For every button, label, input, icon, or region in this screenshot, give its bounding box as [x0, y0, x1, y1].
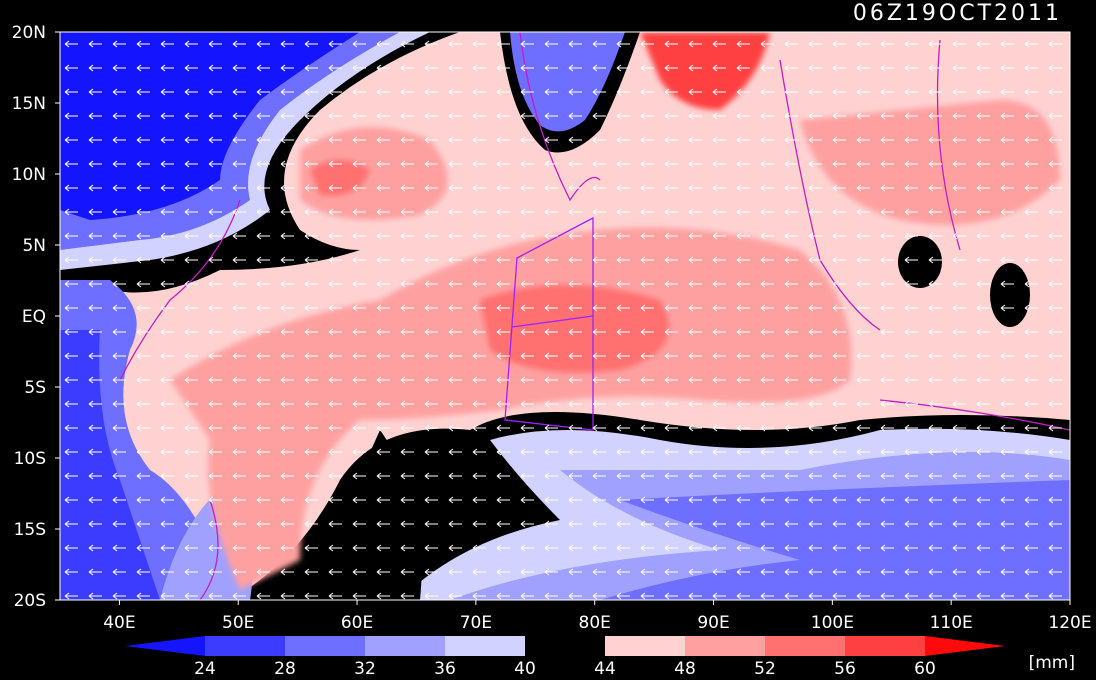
lat-label: 5N	[22, 236, 46, 256]
map-field	[60, 32, 1070, 600]
colorbar-label: 32	[354, 659, 376, 679]
colorbar-label: 40	[514, 659, 536, 679]
colorbar-segment	[365, 636, 445, 656]
colorbar-arrow	[925, 636, 1005, 656]
lat-label: 20S	[14, 591, 46, 611]
lat-label: 15S	[14, 520, 46, 540]
lon-label: 110E	[930, 613, 973, 633]
colorbar-segment	[285, 636, 365, 656]
lon-label: 70E	[460, 613, 492, 633]
lat-label: EQ	[22, 307, 46, 327]
lat-label: 10N	[12, 165, 46, 185]
colorbar-segment	[605, 636, 685, 656]
map-title: 06Z19OCT2011	[853, 1, 1062, 26]
colorbar-segment	[445, 636, 525, 656]
lon-label: 90E	[697, 613, 729, 633]
colorbar-segment	[205, 636, 285, 656]
colorbar-segment	[765, 636, 845, 656]
colorbar-label: 44	[594, 659, 616, 679]
colorbar-segment	[685, 636, 765, 656]
colorbar: 24 28 32 36 40 44 48 52 56 60	[125, 636, 1005, 679]
lon-label: 40E	[103, 613, 135, 633]
colorbar-arrow	[125, 636, 205, 656]
colorbar-label: 48	[674, 659, 696, 679]
lat-label: 15N	[12, 94, 46, 114]
lon-label: 80E	[579, 613, 611, 633]
wind-vectors	[60, 32, 1070, 600]
lon-label: 60E	[341, 613, 373, 633]
colorbar-label: 36	[434, 659, 456, 679]
colorbar-segment	[845, 636, 925, 656]
colorbar-label: 60	[914, 659, 936, 679]
colorbar-label: 28	[274, 659, 296, 679]
colorbar-label: 24	[194, 659, 216, 679]
colorbar-label: 56	[834, 659, 856, 679]
colorbar-unit: [mm]	[1029, 653, 1075, 673]
lon-label: 120E	[1048, 613, 1091, 633]
axes: 20N 15N 10N 5N EQ 5S 10S 15S 20S 40E 50E 60E 70E 80E 9…	[12, 23, 1092, 633]
lat-label: 10S	[14, 449, 46, 469]
lon-label: 50E	[222, 613, 254, 633]
lat-label: 5S	[24, 378, 46, 398]
colorbar-segment	[525, 636, 605, 656]
colorbar-label: 52	[754, 659, 776, 679]
lat-label: 20N	[12, 23, 46, 43]
lon-label: 100E	[811, 613, 854, 633]
